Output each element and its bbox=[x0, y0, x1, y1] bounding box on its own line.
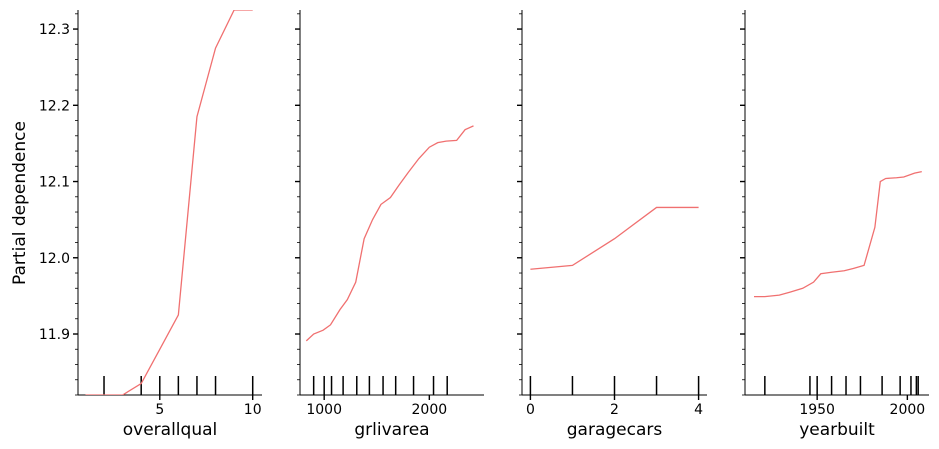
pdp-line-yearbuilt bbox=[754, 170, 922, 298]
x-tick-label: 10 bbox=[244, 402, 262, 418]
y-tick-label: 12.1 bbox=[39, 175, 70, 191]
panel-overallqual: 11.9 12.0 12.1 12.2 12.3 5 10 overallqual bbox=[39, 10, 262, 440]
x-axis-label: overallqual bbox=[123, 420, 217, 440]
y-tick-label: 12.3 bbox=[39, 22, 70, 38]
pdp-line-overallqual bbox=[85, 10, 253, 395]
x-tick-label: 1950 bbox=[799, 402, 835, 418]
x-tick-label: 2000 bbox=[890, 402, 926, 418]
x-tick-label: 5 bbox=[155, 402, 164, 418]
y-tick-label: 12.2 bbox=[39, 98, 70, 114]
panel-grlivarea: 1000 2000 grlivarea bbox=[295, 10, 484, 440]
x-tick-label: 2 bbox=[610, 402, 619, 418]
x-tick-label: 2000 bbox=[412, 402, 448, 418]
pdp-line-garagecars bbox=[530, 206, 699, 270]
x-tick-label: 4 bbox=[694, 402, 703, 418]
x-axis-label: garagecars bbox=[567, 420, 663, 440]
x-tick-label: 0 bbox=[526, 402, 535, 418]
x-axis-label: grlivarea bbox=[354, 420, 429, 440]
pdp-line-grlivarea bbox=[305, 125, 474, 342]
panel-garagecars: 0 2 4 garagecars bbox=[517, 10, 707, 440]
y-tick-label: 11.9 bbox=[39, 327, 70, 343]
panel-yearbuilt: 1950 2000 yearbuilt bbox=[740, 10, 929, 440]
x-tick-label: 1000 bbox=[306, 402, 342, 418]
y-axis-label: Partial dependence bbox=[10, 121, 30, 285]
y-tick-label: 12.0 bbox=[39, 251, 70, 267]
x-axis-label: yearbuilt bbox=[799, 420, 875, 440]
